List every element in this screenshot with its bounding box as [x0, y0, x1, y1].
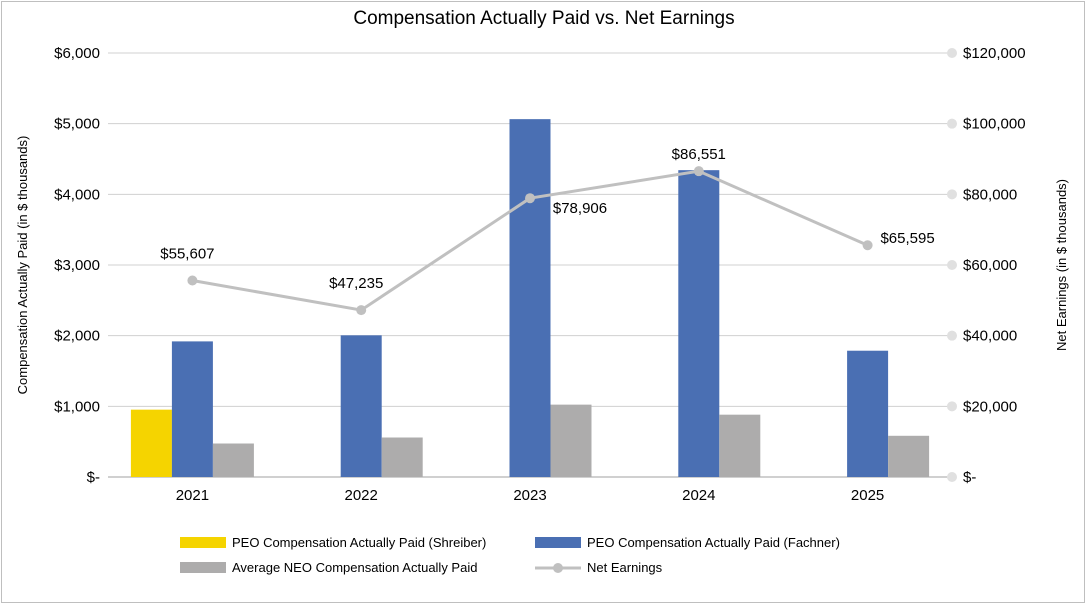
data-label: $86,551	[672, 146, 726, 163]
y2-tick-label: $20,000	[963, 398, 1017, 415]
net-earnings-point	[187, 275, 198, 286]
y2-tick-label: $120,000	[963, 45, 1026, 62]
y2-tick-label: $-	[963, 469, 976, 486]
y-tick-label: $4,000	[54, 186, 100, 203]
bar-fachner	[847, 350, 889, 477]
y2-axis-marker	[947, 260, 957, 270]
legend-item-neo: Average NEO Compensation Actually Paid	[180, 560, 477, 575]
legend-swatch	[535, 537, 581, 548]
y2-axis-marker	[947, 401, 957, 412]
bar-neo	[212, 443, 254, 477]
legend-label: Average NEO Compensation Actually Paid	[232, 560, 478, 575]
net-earnings-point	[693, 166, 704, 177]
data-label: $65,595	[880, 230, 934, 247]
y2-tick-label: $60,000	[963, 257, 1017, 274]
y-tick-label: $5,000	[54, 116, 100, 133]
y2-tick-label: $100,000	[963, 116, 1026, 133]
legend-line-marker-icon	[535, 562, 581, 573]
legend-swatch	[180, 537, 226, 548]
bar-fachner	[509, 119, 551, 478]
bar-shreiber	[130, 409, 172, 477]
bar-fachner	[171, 341, 213, 477]
bar-neo	[381, 437, 423, 477]
net-earnings-point	[356, 305, 367, 316]
bar-fachner	[340, 335, 382, 477]
y-tick-label: $3,000	[54, 257, 100, 274]
x-tick-label: 2023	[513, 487, 546, 504]
x-tick-label: 2025	[851, 487, 884, 504]
y2-axis-title: Net Earnings (in $ thousands)	[1054, 179, 1069, 351]
y-tick-label: $-	[87, 469, 100, 486]
y-tick-label: $6,000	[54, 45, 100, 62]
legend-item-shreiber: PEO Compensation Actually Paid (Shreiber…	[180, 535, 486, 550]
y-tick-label: $2,000	[54, 328, 100, 345]
y2-tick-label: $80,000	[963, 186, 1017, 203]
legend-item-net-earnings: Net Earnings	[535, 560, 662, 575]
net-earnings-point	[525, 193, 535, 204]
y2-axis-marker	[947, 472, 957, 482]
x-tick-label: 2021	[176, 487, 209, 504]
chart-title: Compensation Actually Paid vs. Net Earni…	[353, 8, 735, 29]
y2-tick-label: $40,000	[963, 328, 1017, 345]
x-tick-label: 2024	[682, 487, 715, 504]
legend-label: PEO Compensation Actually Paid (Shreiber…	[232, 535, 487, 550]
net-earnings-point	[862, 240, 873, 251]
bar-neo	[888, 435, 930, 477]
y2-axis-marker	[947, 330, 957, 341]
legend-label: PEO Compensation Actually Paid (Fachner)	[587, 535, 840, 550]
y2-axis-marker	[947, 189, 957, 200]
y-axis-title: Compensation Actually Paid (in $ thousan…	[15, 136, 30, 395]
bar-fachner	[678, 170, 720, 477]
y-tick-label: $1,000	[54, 398, 100, 415]
bar-neo	[719, 414, 761, 477]
bar-neo	[550, 404, 592, 477]
x-tick-label: 2022	[345, 487, 378, 504]
y2-axis-marker	[947, 48, 957, 58]
data-label: $47,235	[329, 275, 383, 292]
legend-label: Net Earnings	[587, 560, 663, 575]
data-label: $55,607	[160, 246, 214, 263]
legend-swatch	[180, 562, 226, 573]
y2-axis-marker	[947, 118, 957, 129]
data-label: $78,906	[553, 200, 607, 217]
legend-item-fachner: PEO Compensation Actually Paid (Fachner)	[535, 535, 840, 550]
